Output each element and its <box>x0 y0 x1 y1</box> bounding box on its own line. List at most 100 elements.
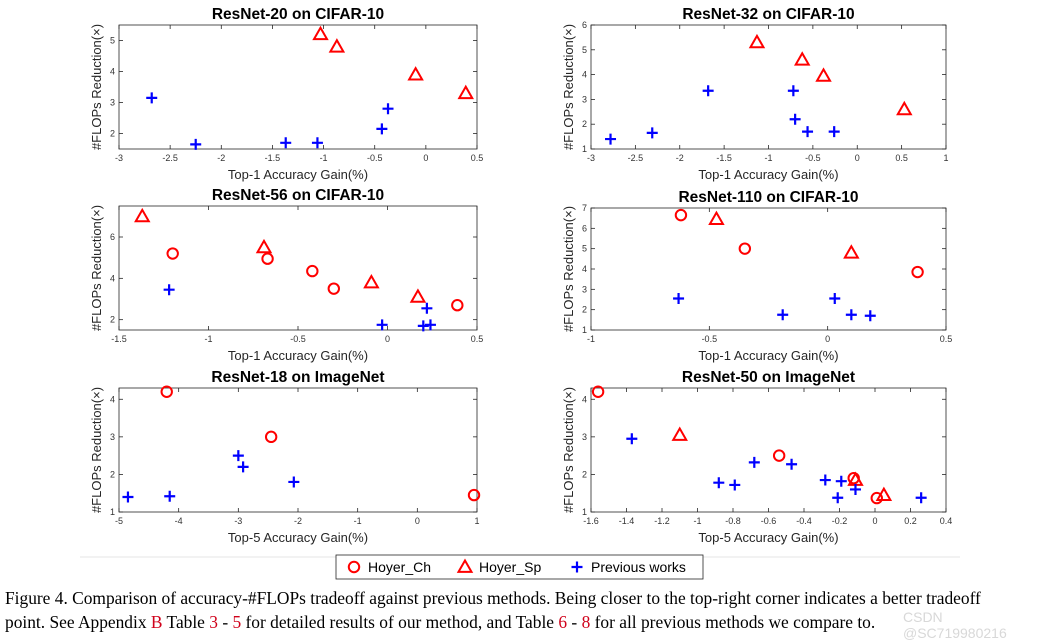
legend-label: Hoyer_Ch <box>368 559 431 575</box>
caption-text: - <box>217 612 233 632</box>
plot-area <box>118 205 478 331</box>
data-point <box>786 458 798 470</box>
x-tick-label: 0 <box>423 153 428 163</box>
y-axis-label: #FLOPs Reduction(×) <box>561 24 576 150</box>
legend-label: Hoyer_Sp <box>479 559 541 575</box>
x-tick-label: -1.5 <box>265 153 281 163</box>
table-link[interactable]: 5 <box>232 612 242 632</box>
caption-text: for detailed results of our method, and … <box>241 612 559 632</box>
y-tick-label: 1 <box>110 507 115 517</box>
table-link[interactable]: 8 <box>581 612 591 632</box>
data-point <box>849 483 861 495</box>
chart-title: ResNet-18 on ImageNet <box>211 369 384 386</box>
chart-title: ResNet-110 on CIFAR-10 <box>678 189 858 206</box>
x-tick-label: 0 <box>385 334 390 344</box>
data-point <box>163 284 175 296</box>
chart-title: ResNet-56 on CIFAR-10 <box>212 187 384 204</box>
data-point <box>376 123 388 135</box>
x-tick-label: -3 <box>234 516 242 526</box>
y-tick-label: 2 <box>582 305 587 315</box>
data-point <box>605 133 617 145</box>
caption-text: for all previous methods we compare to. <box>590 612 876 632</box>
plot-area <box>590 387 947 513</box>
y-axis-label: #FLOPs Reduction(×) <box>89 24 104 150</box>
y-tick-label: 5 <box>110 36 115 46</box>
x-tick-label: 1 <box>943 153 948 163</box>
x-tick-label: 0 <box>872 516 877 526</box>
chart-panel: -1.6 -1.4 -1.2 -1 -0.8 -0.6 -0.4 -0.2 0 0.2 0.4 1 2 3… <box>561 369 952 545</box>
x-tick-label: -2 <box>217 153 225 163</box>
chart-panel: -3 -2.5 -2 -1.5 -1 -0.5 0 0.5 1 1 2 3 4 5 6 ResNet-32 o… <box>561 6 949 182</box>
x-tick-label: -1 <box>354 516 362 526</box>
legend-label: Previous works <box>591 559 686 575</box>
figure-caption: Figure 4. Comparison of accuracy-#FLOPs … <box>5 586 1035 634</box>
y-tick-label: 2 <box>582 469 587 479</box>
data-point <box>864 310 876 322</box>
y-tick-label: 6 <box>582 223 587 233</box>
data-point <box>451 299 464 312</box>
y-tick-label: 6 <box>582 20 587 30</box>
x-tick-label: -0.8 <box>725 516 741 526</box>
y-tick-label: 4 <box>110 394 115 404</box>
y-axis-label: #FLOPs Reduction(×) <box>89 387 104 513</box>
x-tick-label: 0.2 <box>904 516 917 526</box>
data-point <box>255 238 273 254</box>
chart-title: ResNet-50 on ImageNet <box>682 369 855 386</box>
x-axis-label: Top-5 Accuracy Gain(%) <box>698 530 838 545</box>
x-tick-label: -1 <box>693 516 701 526</box>
data-point <box>819 474 831 486</box>
legend-marker <box>347 560 361 574</box>
data-point <box>870 491 883 505</box>
table-link[interactable]: 3 <box>209 612 218 632</box>
data-point <box>306 264 319 278</box>
chart-title: ResNet-20 on CIFAR-10 <box>212 6 384 23</box>
x-axis-label: Top-1 Accuracy Gain(%) <box>698 348 838 363</box>
x-tick-label: -2 <box>676 153 684 163</box>
y-tick-label: 3 <box>110 432 115 442</box>
y-tick-label: 2 <box>110 315 115 325</box>
y-tick-label: 1 <box>582 144 587 154</box>
x-tick-label: 1 <box>474 516 479 526</box>
x-axis-label: Top-5 Accuracy Gain(%) <box>228 530 368 545</box>
data-point <box>164 490 176 502</box>
data-point <box>122 491 134 503</box>
y-tick-label: 3 <box>582 94 587 104</box>
data-point <box>363 273 380 289</box>
data-point <box>376 319 388 331</box>
x-tick-label: -2.5 <box>628 153 644 163</box>
plot-area <box>590 207 947 331</box>
data-point <box>896 100 913 116</box>
plot-area <box>118 24 478 150</box>
y-tick-label: 2 <box>582 119 587 129</box>
x-tick-label: -0.6 <box>761 516 777 526</box>
x-tick-label: -1 <box>320 153 328 163</box>
x-tick-label: -1 <box>764 153 772 163</box>
data-point <box>407 66 424 81</box>
data-point <box>748 33 766 49</box>
y-tick-label: 5 <box>582 45 587 55</box>
appendix-link[interactable]: B <box>150 612 163 632</box>
y-tick-label: 3 <box>582 432 587 442</box>
data-point <box>843 244 860 259</box>
x-tick-label: -1.5 <box>111 334 127 344</box>
data-point <box>828 126 840 138</box>
caption-text: point. See Appendix <box>5 612 151 632</box>
x-tick-label: 0.5 <box>471 334 484 344</box>
caption-text: Table <box>162 612 210 632</box>
x-tick-label: 0.4 <box>940 516 953 526</box>
x-tick-label: -1.2 <box>654 516 670 526</box>
x-tick-label: -0.5 <box>805 153 821 163</box>
data-point <box>815 67 832 82</box>
legend: Hoyer_Ch Hoyer_Sp Previous works <box>335 554 704 580</box>
table-link[interactable]: 6 <box>558 612 568 632</box>
y-tick-label: 4 <box>582 394 587 404</box>
data-point <box>312 25 329 41</box>
chart-panel: -5 -4 -3 -2 -1 0 1 1 2 3 4 ResNet-18 on ImageNet Top… <box>89 369 481 545</box>
x-tick-label: 0.5 <box>471 153 484 163</box>
data-point <box>160 385 173 398</box>
data-point <box>409 288 427 303</box>
data-point <box>280 137 292 149</box>
x-tick-label: -0.4 <box>796 516 812 526</box>
data-point <box>729 479 741 491</box>
data-point <box>789 113 801 125</box>
